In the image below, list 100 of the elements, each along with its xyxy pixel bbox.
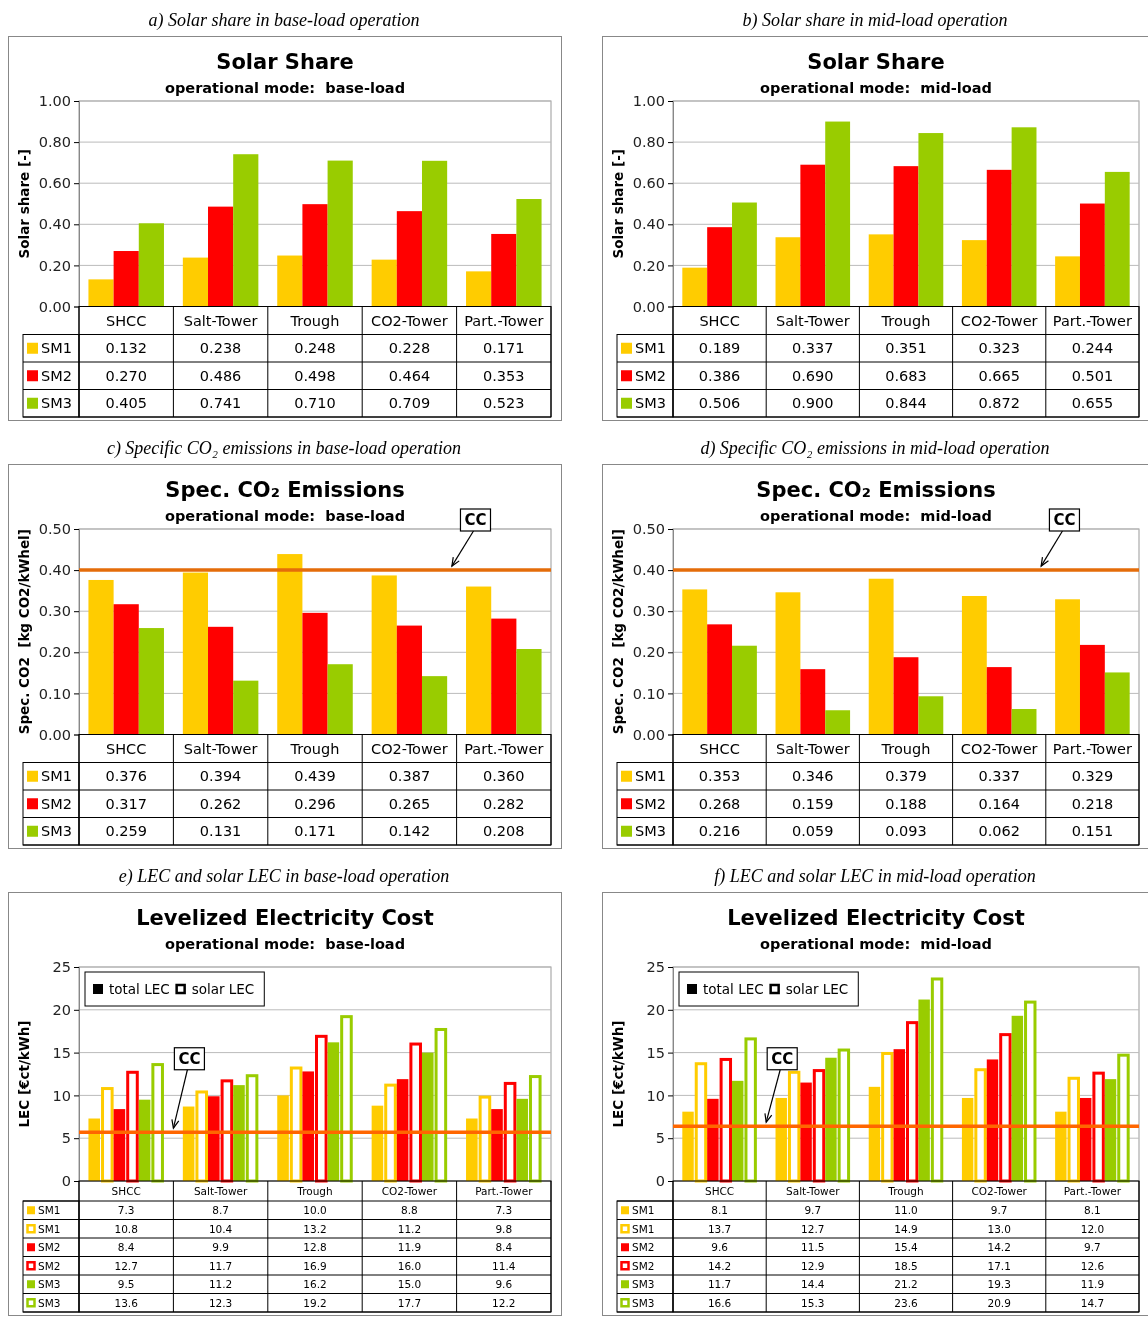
data-label: 0.710 — [294, 395, 336, 412]
legend-label: SM1 — [635, 768, 666, 785]
data-label: 11.2 — [397, 1222, 422, 1235]
bar — [302, 204, 328, 307]
y-tick-label: 0.80 — [38, 134, 71, 151]
data-label: 11.9 — [397, 1241, 422, 1254]
data-label: 0.379 — [885, 768, 927, 785]
legend-label: SM2 — [41, 795, 72, 812]
y-tick-label: 15 — [646, 1044, 665, 1061]
chart-subtitle: operational mode: base-load — [164, 508, 406, 524]
data-label: 0.188 — [885, 795, 927, 812]
data-label: 0.282 — [483, 795, 525, 812]
data-label: 0.164 — [978, 795, 1020, 812]
y-tick-label: 0.10 — [632, 685, 665, 702]
data-label: 9.6 — [711, 1241, 729, 1254]
bar — [868, 234, 894, 307]
y-tick-label: 20 — [52, 1001, 71, 1018]
data-label: 8.1 — [1084, 1204, 1101, 1217]
y-tick-label: 15 — [52, 1044, 71, 1061]
legend-label: SM2 — [38, 1241, 61, 1254]
data-label: 0.228 — [388, 340, 431, 357]
y-tick-label: 10 — [52, 1087, 71, 1104]
bar — [302, 612, 328, 735]
data-label: 0.741 — [199, 395, 242, 412]
x-tick-label: CO2-Tower — [371, 312, 448, 329]
data-label: 0.337 — [792, 340, 834, 357]
fill-style-key: total LEC solar LEC — [678, 971, 859, 1007]
bar — [516, 199, 542, 307]
data-label: 15.3 — [801, 1296, 825, 1309]
data-label: 0.142 — [388, 823, 431, 840]
bar — [1011, 709, 1037, 735]
y-tick-label: 0.20 — [38, 644, 71, 661]
y-tick-label: 0.40 — [632, 562, 665, 579]
data-label: 20.9 — [987, 1296, 1011, 1309]
data-label: 8.4 — [495, 1241, 513, 1254]
y-axis-title: Spec. CO2 [kg CO2/kWhel] — [16, 529, 32, 735]
data-label: 0.387 — [388, 768, 431, 785]
legend-label: SM2 — [38, 1259, 61, 1272]
x-tick-label: Salt-Tower — [775, 740, 850, 757]
data-label: 0.218 — [1071, 795, 1114, 812]
legend-label: SM1 — [632, 1222, 655, 1235]
x-tick-label: Part.-Tower — [464, 740, 544, 757]
bar — [88, 579, 114, 735]
y-tick-label: 5 — [61, 1130, 71, 1147]
data-label: 14.4 — [801, 1278, 825, 1291]
text: f) LEC and solar LEC in mid-load operation — [713, 865, 1037, 888]
data-label: 0.394 — [199, 768, 242, 785]
legend-label: SM3 — [635, 823, 666, 840]
data-label: 0.683 — [885, 367, 927, 384]
bar — [893, 657, 919, 735]
data-label: 0.093 — [885, 823, 927, 840]
bar — [113, 604, 139, 735]
data-label: 10.8 — [114, 1222, 138, 1235]
data-label: 0.268 — [698, 795, 741, 812]
bar — [208, 206, 234, 307]
y-axis-title: Solar share [-] — [16, 149, 32, 259]
legend-label: SM2 — [635, 795, 666, 812]
data-label: 0.376 — [105, 768, 147, 785]
data-label: 15.4 — [894, 1241, 918, 1254]
y-tick-label: 0.40 — [38, 562, 71, 579]
legend-label: SM3 — [38, 1278, 61, 1291]
legend-label: SM3 — [635, 395, 666, 412]
data-label: 16.9 — [303, 1259, 327, 1272]
data-label: 0.296 — [294, 795, 336, 812]
y-tick-label: 0.00 — [38, 298, 71, 315]
bar — [396, 211, 422, 307]
data-label: 0.501 — [1071, 367, 1114, 384]
data-label: 16.6 — [707, 1296, 732, 1309]
x-tick-label: Salt-Tower — [193, 1184, 248, 1197]
data-label: 18.5 — [894, 1259, 918, 1272]
data-label: 9.7 — [804, 1204, 822, 1217]
y-axis-title: LEC [€ct/kWh] — [16, 1020, 32, 1128]
x-tick-label: SHCC — [111, 1184, 141, 1197]
chart-subtitle: operational mode: mid-load — [760, 936, 992, 952]
data-label: 19.3 — [987, 1278, 1011, 1291]
data-label: 0.844 — [885, 395, 927, 412]
data-label: 12.2 — [492, 1296, 516, 1309]
legend-label: SM1 — [632, 1204, 655, 1217]
bar — [138, 628, 164, 735]
data-label: 9.9 — [212, 1241, 229, 1254]
text: b) Solar share in mid-load operation — [741, 9, 1009, 32]
y-tick-label: 0.20 — [632, 257, 665, 274]
data-label: 9.7 — [990, 1204, 1008, 1217]
x-tick-label: Trough — [887, 1184, 924, 1197]
legend-label: SM1 — [635, 340, 666, 357]
legend-label: SM1 — [41, 768, 72, 785]
ref-line-label: CC — [771, 1049, 794, 1068]
bar — [1104, 171, 1130, 307]
y-tick-label: 0.50 — [632, 521, 665, 538]
data-label: 12.7 — [114, 1259, 138, 1272]
data-label: 0.329 — [1071, 768, 1114, 785]
bar — [986, 667, 1012, 735]
bar — [396, 625, 422, 735]
bar — [868, 578, 894, 735]
data-label: 0.360 — [483, 768, 525, 785]
y-tick-label: 0.20 — [38, 257, 71, 274]
data-label: 0.259 — [105, 823, 147, 840]
bar — [277, 255, 303, 307]
bar — [1104, 672, 1130, 735]
bar — [138, 223, 164, 307]
